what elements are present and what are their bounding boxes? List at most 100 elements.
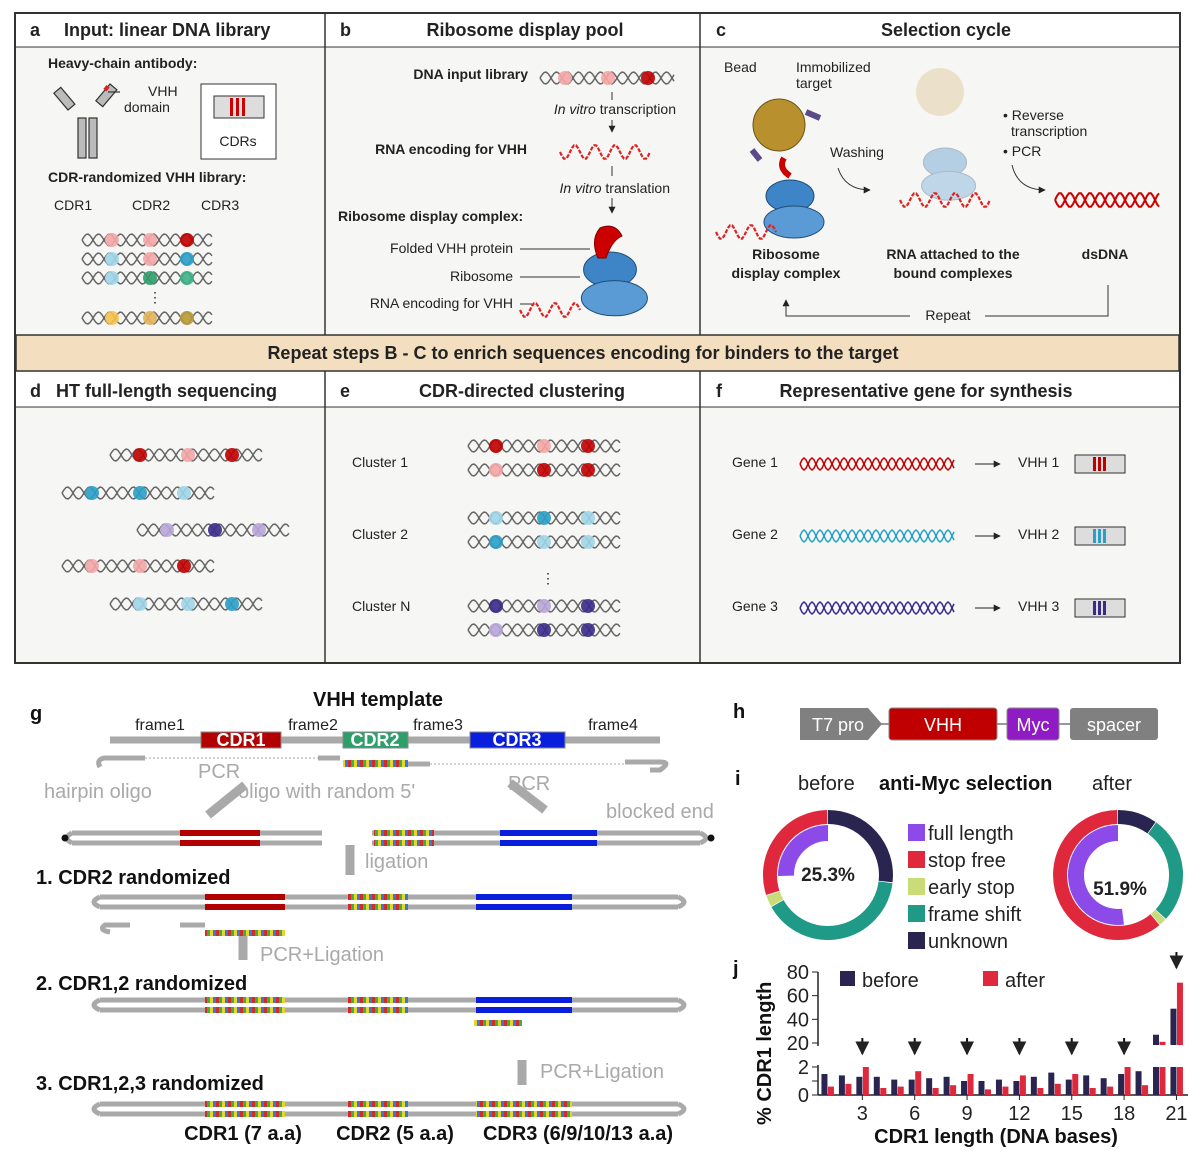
frame4-label: frame4: [588, 717, 638, 734]
hairpin-loop: [91, 997, 687, 1013]
panel-e-title: CDR-directed clustering: [419, 381, 625, 401]
random-cdr2-segment: [374, 830, 434, 836]
cdr-dot: [581, 623, 595, 637]
cycle-arrows: [782, 164, 1109, 317]
dna-input-library: [539, 71, 675, 85]
cdr-stripe: [1103, 529, 1106, 543]
rdc-label-2: display complex: [732, 265, 841, 281]
bar-before: [1153, 1067, 1159, 1095]
x-tick-label: 21: [1165, 1103, 1187, 1125]
cdr2-block: [342, 731, 409, 749]
random-oligo: [343, 760, 408, 767]
segment: [476, 1007, 572, 1013]
bar-after: [827, 1086, 834, 1095]
bar-before: [995, 1079, 1002, 1095]
panel-d-letter: d: [30, 381, 41, 401]
segment: [348, 1111, 408, 1117]
cdr2-label: CDR2: [132, 197, 170, 213]
repeat-label: Repeat: [925, 307, 970, 323]
ribosome-large: [922, 147, 968, 178]
cdr-dot: [252, 523, 266, 537]
panel-b: DNA input library In vitro transcription…: [338, 66, 676, 311]
panel-b-title: Ribosome display pool: [426, 20, 623, 40]
cdr-stripe: [1098, 529, 1101, 543]
bar-before: [926, 1078, 933, 1095]
cdr-stripe: [1098, 601, 1101, 615]
cdr-dot: [105, 252, 119, 266]
gene-row: [799, 598, 1126, 618]
ribosome-small: [763, 205, 825, 239]
legend-i: full length stop free early stop frame shif…: [908, 823, 1022, 953]
legend-label: frame shift: [928, 904, 1022, 926]
rna-encoding-label: RNA encoding for VHH: [375, 141, 527, 157]
cluster-dna: [467, 599, 621, 613]
bar-after-upper: [1159, 1041, 1166, 1045]
x-tick-label: 9: [961, 1103, 972, 1125]
x-tick-label: 18: [1113, 1103, 1135, 1125]
cdr1-block: [200, 731, 282, 749]
bar-before: [943, 1076, 950, 1095]
cdr-dot: [180, 271, 194, 285]
bar-after: [1124, 1067, 1131, 1095]
cdr-dot: [581, 535, 595, 549]
bar-before: [1030, 1076, 1037, 1095]
folded-vhh-label: Folded VHH protein: [390, 240, 513, 256]
cdr-dot: [537, 535, 551, 549]
bar-before: [961, 1081, 968, 1095]
cdr-dot: [489, 599, 503, 613]
legend-before-label: before: [862, 970, 919, 992]
cdr-dot: [160, 523, 174, 537]
top-panels: [14, 12, 1181, 664]
pcr-ligation-label-1: PCR+Ligation: [260, 944, 384, 966]
cdr-dot: [105, 271, 119, 285]
random-oligo: [205, 930, 285, 936]
bar-after: [880, 1088, 887, 1095]
bar-after: [1107, 1086, 1114, 1095]
panel-j-letter: j: [732, 958, 739, 980]
panel-c: Bead Immobilized target Washing • Revers…: [724, 59, 1128, 323]
cdr-dot: [489, 511, 503, 525]
panel-b-letter: b: [340, 20, 351, 40]
legend-label: early stop: [928, 877, 1015, 899]
transcription-label: In vitro transcription: [554, 101, 676, 117]
cdr1-block-label: CDR1: [216, 730, 265, 750]
bar-before: [1065, 1079, 1072, 1095]
gene-1-label: Gene 1: [732, 454, 778, 470]
donut-slice-frame-shift: [771, 881, 893, 940]
constructs: [61, 830, 715, 1117]
cdr-dot: [180, 233, 194, 247]
dna-helix: [61, 486, 215, 500]
panel-d-title: HT full-length sequencing: [56, 381, 277, 401]
segment: [348, 1101, 408, 1107]
bar-before: [821, 1074, 828, 1095]
panel-a-letter: a: [30, 20, 41, 40]
faded-bead-icon: [916, 68, 964, 116]
ribosome-complex-icon: [763, 179, 825, 239]
gene-3-label: Gene 3: [732, 598, 778, 614]
spacer-block: [1070, 708, 1158, 740]
segment: [348, 997, 408, 1003]
cdr-stripe: [1103, 457, 1106, 471]
bar-before: [891, 1079, 898, 1095]
step1-label: 1. CDR2 randomized: [36, 867, 230, 889]
immobilized-label: Immobilized: [796, 59, 871, 75]
ribosome-small: [580, 280, 648, 317]
cdr-dot: [489, 535, 503, 549]
panel-a-title: Input: linear DNA library: [64, 20, 270, 40]
gene-2-label: Gene 2: [732, 526, 778, 542]
bar-after-upper: [1176, 982, 1183, 1045]
cdr2-block-label: CDR2: [350, 730, 399, 750]
rna-strand: [715, 224, 777, 240]
bar-before: [873, 1076, 880, 1095]
segment: [205, 1007, 285, 1013]
segment: [476, 1111, 572, 1117]
bar-after: [1142, 1085, 1149, 1095]
vhh-block: [888, 707, 998, 741]
dsdna-strand: [1054, 192, 1160, 208]
bar-after: [985, 1089, 991, 1095]
segment: [476, 997, 572, 1003]
bar-before: [1100, 1078, 1107, 1095]
bar-before: [838, 1075, 845, 1095]
legend-label: full length: [928, 823, 1014, 845]
x-tick-label: 3: [857, 1103, 868, 1125]
